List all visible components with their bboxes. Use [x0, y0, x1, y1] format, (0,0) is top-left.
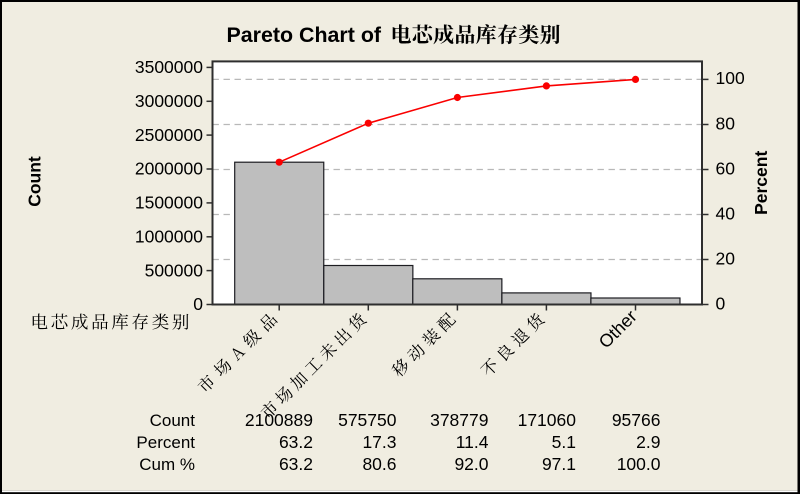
svg-text:3000000: 3000000 — [135, 91, 203, 111]
svg-text:Pareto Chart of: Pareto Chart of — [227, 23, 382, 47]
svg-text:500000: 500000 — [145, 260, 204, 280]
svg-text:Count: Count — [24, 156, 44, 207]
svg-text:2000000: 2000000 — [135, 159, 203, 179]
svg-text:Cum %: Cum % — [139, 455, 195, 474]
svg-text:80.6: 80.6 — [362, 454, 396, 474]
svg-text:60: 60 — [716, 158, 736, 178]
svg-text:11.4: 11.4 — [456, 432, 489, 452]
svg-text:378779: 378779 — [430, 410, 488, 430]
svg-text:95766: 95766 — [612, 410, 661, 430]
svg-text:5.1: 5.1 — [552, 432, 576, 452]
svg-text:63.2: 63.2 — [279, 454, 313, 474]
svg-text:1500000: 1500000 — [135, 193, 203, 213]
svg-text:Percent: Percent — [136, 433, 195, 452]
svg-text:0: 0 — [716, 293, 726, 313]
svg-text:0: 0 — [193, 294, 203, 314]
svg-text:63.2: 63.2 — [279, 432, 313, 452]
svg-text:40: 40 — [716, 203, 736, 223]
svg-text:20: 20 — [716, 248, 736, 268]
svg-text:97.1: 97.1 — [542, 454, 576, 474]
svg-text:Percent: Percent — [751, 151, 771, 215]
svg-text:2.9: 2.9 — [636, 432, 660, 452]
svg-text:80: 80 — [716, 113, 736, 133]
svg-text:17.3: 17.3 — [362, 432, 396, 452]
svg-text:1000000: 1000000 — [135, 227, 203, 247]
svg-text:171060: 171060 — [518, 410, 577, 430]
svg-text:100: 100 — [716, 68, 745, 88]
svg-text:92.0: 92.0 — [454, 454, 488, 474]
svg-text:2500000: 2500000 — [135, 125, 203, 145]
svg-text:3500000: 3500000 — [135, 57, 203, 77]
svg-text:Count: Count — [150, 411, 196, 430]
svg-text:2100889: 2100889 — [245, 410, 313, 430]
svg-text:100.0: 100.0 — [617, 454, 661, 474]
svg-text:575750: 575750 — [338, 410, 397, 430]
